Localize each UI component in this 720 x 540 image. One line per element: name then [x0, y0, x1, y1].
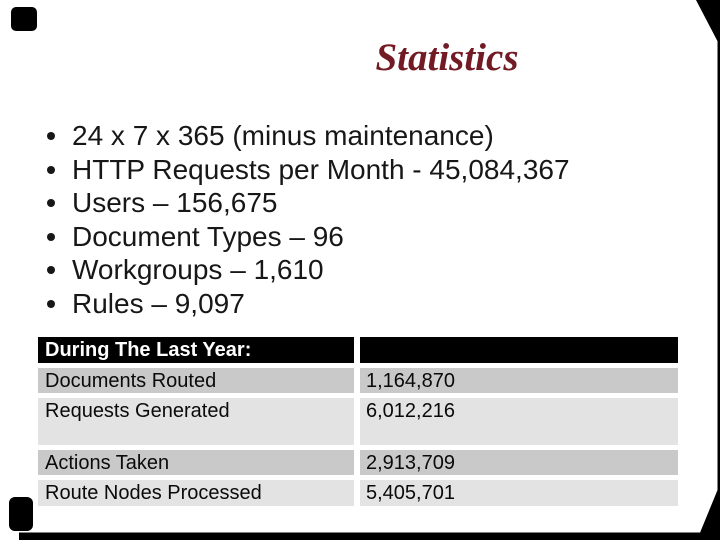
table-row-label: Route Nodes Processed [38, 480, 354, 506]
bullet-dot-icon [47, 232, 55, 241]
bullet-dot-icon [47, 132, 55, 140]
bullet-dot-icon [47, 266, 55, 275]
bullet-text: Users – 156,675 [72, 187, 278, 219]
bullet-list: 24 x 7 x 365 (minus maintenance) HTTP Re… [38, 119, 678, 321]
table-row-value: 2,913,709 [360, 450, 678, 475]
bullet-text: HTTP Requests per Month - 45,084,367 [72, 153, 570, 185]
table-row-label: Documents Routed [38, 368, 354, 393]
bullet-dot-icon [47, 199, 55, 208]
list-item: Users – 156,675 [38, 186, 678, 220]
list-item: 24 x 7 x 365 (minus maintenance) [38, 119, 678, 153]
frame-corner-bottom-left [9, 497, 33, 531]
table-row-value: 1,164,870 [360, 368, 678, 393]
list-item: Rules – 9,097 [38, 287, 678, 321]
table-row-label: Requests Generated [38, 398, 354, 445]
bullet-dot-icon [47, 299, 55, 308]
list-item: HTTP Requests per Month - 45,084,367 [38, 153, 678, 187]
list-item: Workgroups – 1,610 [38, 253, 678, 287]
table-row-value: 5,405,701 [360, 480, 678, 506]
stats-table: During The Last Year: Documents Routed 1… [38, 337, 678, 506]
slide-title: Statistics [375, 36, 519, 79]
frame-corner-top-left [11, 7, 37, 31]
bullet-text: 24 x 7 x 365 (minus maintenance) [72, 120, 494, 151]
table-header-value [360, 337, 678, 363]
table-header-label: During The Last Year: [38, 337, 354, 363]
bullet-text: Workgroups – 1,610 [72, 254, 324, 286]
bullet-text: Document Types – 96 [72, 220, 344, 252]
list-item: Document Types – 96 [38, 220, 678, 254]
bullet-text: Rules – 9,097 [72, 287, 245, 319]
bullet-dot-icon [47, 165, 55, 174]
frame-edge-bottom [19, 532, 720, 540]
frame-corner-bottom-right [697, 484, 720, 540]
table-row-value: 6,012,216 [360, 398, 678, 445]
table-row-label: Actions Taken [38, 450, 354, 475]
